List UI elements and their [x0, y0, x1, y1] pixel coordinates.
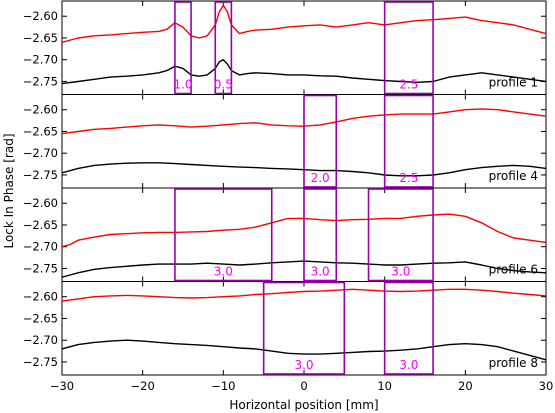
- region-box-label: 2.5: [399, 171, 418, 185]
- y-axis-title: Lock In Phase [rad]: [2, 133, 16, 248]
- region-box-label: 2.0: [311, 171, 330, 185]
- x-tick-label: 20: [458, 379, 473, 393]
- profile-label: profile 6: [489, 263, 538, 277]
- region-box: [174, 188, 273, 282]
- y-tick-label: −2.65: [23, 124, 58, 138]
- profile-label: profile 4: [489, 169, 538, 183]
- panel-3: −2.60 −2.65 −2.70 −2.75 3.0 3.0 3.0 profile 6: [23, 187, 547, 282]
- y-tick-label: −2.60: [23, 103, 58, 117]
- panel-1: −2.60 −2.65 −2.70 −2.75 1.0 0.5 2.5 profile 1: [23, 0, 547, 95]
- series-line-black: [62, 339, 546, 361]
- region-box-label: 0.5: [214, 78, 233, 92]
- region-box: [383, 1, 434, 95]
- x-tick-label: −10: [211, 379, 235, 393]
- y-tick-label: −2.65: [23, 311, 58, 325]
- panel-2: −2.60 −2.65 −2.70 −2.75 2.0 2.5 profile 4: [23, 94, 547, 189]
- x-tick-label: 30: [539, 379, 554, 393]
- x-tick-label: −30: [50, 379, 74, 393]
- region-box: [214, 1, 233, 95]
- region-box: [262, 281, 346, 375]
- region-box-label: 3.0: [399, 358, 418, 372]
- x-tick-label: 10: [377, 379, 392, 393]
- y-tick-label: −2.70: [23, 146, 58, 160]
- y-tick-label: −2.75: [23, 74, 58, 88]
- region-box-label: 1.0: [173, 78, 192, 92]
- profile-label: profile 1: [489, 76, 538, 90]
- region-box: [383, 281, 434, 375]
- series-line-red: [62, 288, 546, 302]
- series-line-black: [62, 260, 546, 278]
- region-box: [303, 188, 338, 282]
- profile-label: profile 8: [489, 356, 538, 370]
- y-tick-label: −2.75: [23, 168, 58, 182]
- x-tick-label: 0: [300, 379, 307, 393]
- panel-4: −2.60 −2.65 −2.70 −2.75 3.0 3.0 profile 8 −30 −2…: [23, 281, 554, 393]
- series-group: [62, 213, 546, 278]
- y-tick-label: −2.65: [23, 31, 58, 45]
- x-axis-title: Horizontal position [mm]: [229, 398, 378, 412]
- x-tick-label: −20: [131, 379, 155, 393]
- region-box-label: 3.0: [294, 358, 313, 372]
- series-group: [62, 4, 546, 85]
- y-tick-label: −2.65: [23, 218, 58, 232]
- y-tick-label: −2.60: [23, 196, 58, 210]
- y-tick-label: −2.70: [23, 240, 58, 254]
- region-box: [174, 1, 192, 95]
- region-box-label: 3.0: [311, 265, 330, 279]
- y-tick-label: −2.70: [23, 53, 58, 67]
- panels: −2.60−2.65−2.70−2.75 1.0 0.5 2.5 profile 1−2…: [23, 0, 554, 393]
- region-box-label: 3.0: [391, 265, 410, 279]
- region-box-label: 2.5: [399, 78, 418, 92]
- y-tick-label: −2.60: [23, 9, 58, 23]
- y-tick-label: −2.75: [23, 355, 58, 369]
- y-tick-label: −2.60: [23, 290, 58, 304]
- region-box: [303, 94, 338, 188]
- panel-frame: [61, 0, 547, 95]
- y-tick-label: −2.70: [23, 333, 58, 347]
- series-line-red: [62, 213, 546, 248]
- series-line-black: [62, 59, 546, 85]
- series-line-red: [62, 4, 546, 43]
- series-group: [62, 288, 546, 361]
- y-tick-label: −2.75: [23, 261, 58, 275]
- region-box: [367, 188, 434, 282]
- region-box: [383, 94, 434, 188]
- region-box-label: 3.0: [214, 265, 233, 279]
